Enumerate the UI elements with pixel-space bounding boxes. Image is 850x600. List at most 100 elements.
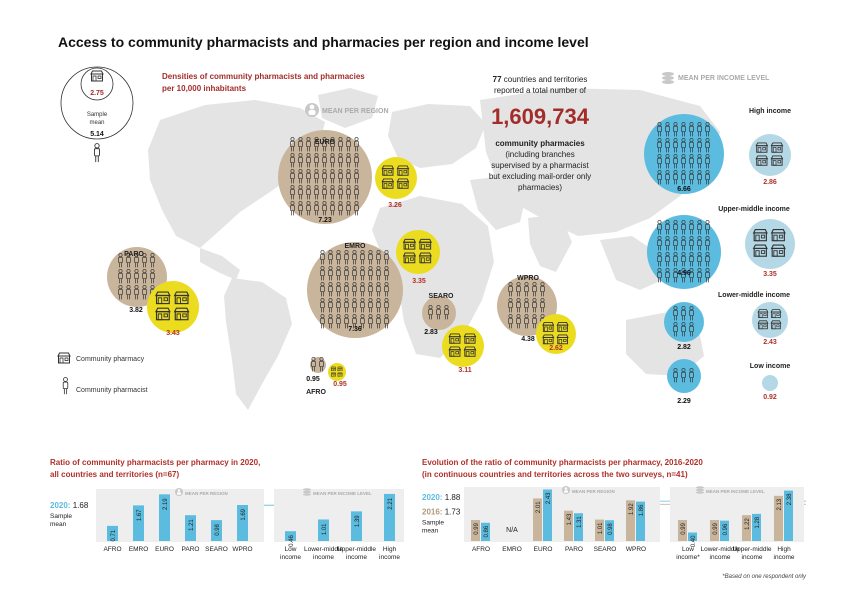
chart1-region-header-icon — [175, 488, 183, 496]
legend: Community pharmacy Community pharmacist — [57, 352, 148, 395]
chart2-value-label: 1.28 — [755, 516, 761, 528]
chart2-value-label: 1.22 — [745, 517, 751, 529]
chart2-value-label: 0.98 — [608, 523, 614, 535]
chart2-category-label: High — [777, 546, 791, 553]
chart1-category-label: EURO — [155, 546, 174, 553]
chart2-sample-label-2: mean — [422, 527, 439, 534]
region-searo-pharmacy-bubble — [442, 325, 484, 367]
region-searo-pharmacist-value: 2.83 — [424, 329, 438, 336]
income-lower-middle-income-label: Lower-middle income — [718, 292, 790, 299]
region-euro-pharmacy-value: 3.26 — [388, 202, 402, 209]
chart1-bar — [237, 504, 248, 541]
chart2-value-label: 1.86 — [639, 504, 645, 516]
chart2-sample-2016: 2016: 1.73 — [422, 507, 461, 516]
sample-pharmacy-value: 2.75 — [90, 90, 104, 97]
chart1-category-label: High — [383, 546, 397, 553]
chart2-value-label: 2.01 — [536, 501, 542, 513]
chart1-category-label: EMRO — [129, 546, 149, 553]
income-low-income-pharmacy-value: 0.92 — [763, 394, 777, 401]
chart1-bar — [351, 511, 362, 541]
densities-title-line1: Densities of community pharmacists and p… — [162, 72, 365, 81]
chart2-value-label: 0.99 — [474, 522, 480, 534]
region-emro-pharmacist-bubble — [307, 242, 403, 338]
chart2-value-label: 1.43 — [567, 513, 573, 525]
income-high-income: High income 6.66 2.86 — [644, 108, 791, 194]
sample-mean-key: 2.75 Sample mean 5.14 — [60, 66, 134, 163]
chart2-value-label: 0.40 — [691, 535, 697, 547]
chart2-category-label: income* — [676, 554, 700, 561]
income-low-income-pharmacist-bubble — [667, 359, 701, 393]
income-low-income-pharmacy-bubble — [762, 375, 778, 391]
chart-ratio-2020: Ratio of community pharmacists per pharm… — [50, 458, 404, 561]
region-euro-pharmacy-bubble — [375, 157, 417, 199]
chart1-bar — [211, 520, 222, 541]
chart2-category-label: Lower-middle — [700, 546, 739, 553]
chart2-bar-2016 — [626, 500, 635, 541]
chart2-bar-2020 — [636, 501, 645, 541]
chart1-category-label: SEARO — [205, 546, 228, 553]
chart1-sample-label-1: Sample — [50, 513, 72, 520]
densities-title-line2: per 10,000 inhabitants — [162, 84, 247, 93]
region-bubbles: EURO 7.23 3.26 EMRO 7.36 3.35 PARO 3.82 3.43 SEAR… — [107, 130, 576, 396]
chart1-bar — [107, 525, 118, 541]
region-paro: PARO 3.82 3.43 — [107, 247, 199, 337]
chart1-value-label: 1.01 — [322, 523, 328, 535]
sample-pharmacist-icon — [93, 143, 101, 163]
chart1-subtitle: all countries and territories (n=67) — [50, 470, 179, 479]
chart2-value-label: 0.86 — [484, 525, 490, 537]
chart2-bar-2020 — [688, 532, 697, 541]
chart2-bar-2016 — [710, 520, 719, 541]
chart2-bar-2016 — [678, 520, 687, 541]
legend-pharmacist-label: Community pharmacist — [76, 387, 148, 394]
chart2-value-label: 1.92 — [629, 503, 635, 515]
region-paro-label: PARO — [124, 251, 144, 258]
region-euro: EURO 7.23 3.26 — [278, 130, 417, 224]
income-low-income-pharmacist-value: 2.29 — [677, 398, 691, 405]
chart1-category-label: PARO — [182, 546, 200, 553]
region-wpro-label: WPRO — [517, 275, 539, 282]
income-lower-middle-income-pharmacist-value: 2.82 — [677, 344, 691, 351]
chart2-category-label: PARO — [565, 546, 583, 553]
svg-text:77 countries and territories: 77 countries and territories — [493, 75, 588, 84]
chart1-category-label: income — [379, 554, 400, 561]
chart2-value-label: 1.01 — [598, 522, 604, 534]
legend-pharmacy-label: Community pharmacy — [76, 356, 145, 363]
region-emro: EMRO 7.36 3.35 — [307, 230, 440, 338]
chart1-value-label: 2.19 — [163, 498, 169, 510]
income-lower-middle-income: Lower-middle income 2.82 2.43 — [664, 292, 790, 351]
region-paro-pharmacy-bubble — [147, 281, 199, 333]
chart2-category-label: EMRO — [502, 546, 522, 553]
chart1-title: Ratio of community pharmacists per pharm… — [50, 458, 260, 467]
region-searo: SEARO 2.83 3.11 — [422, 293, 484, 374]
income-high-income-label: High income — [749, 108, 791, 115]
chart2-bar-2016 — [471, 520, 480, 541]
region-searo-pharmacist-bubble — [422, 296, 456, 330]
region-wpro-pharmacy-value: 2.62 — [549, 345, 563, 352]
chart2-bar-2016 — [774, 495, 783, 541]
income-upper-middle-income-label: Upper-middle income — [718, 206, 790, 213]
legend-pharmacy-icon — [57, 352, 71, 364]
chart2-subtitle: (in continuous countries and territories… — [422, 470, 688, 479]
region-wpro: WPRO 4.38 2.62 — [497, 275, 576, 354]
chart2-category-label: income — [710, 554, 731, 561]
totals-line6: but excluding mail-order only — [489, 172, 591, 181]
chart2-bar-2020 — [752, 513, 761, 541]
mean-per-region-label: MEAN PER REGION — [322, 108, 389, 115]
totals-line3: community pharmacies — [495, 139, 585, 148]
region-emro-pharmacist-value: 7.36 — [348, 326, 362, 333]
chart1-sample-year: 2020: 1.68 — [50, 501, 89, 510]
chart1-value-label: 1.21 — [189, 519, 195, 531]
income-upper-middle-income-pharmacist-bubble — [647, 215, 721, 289]
chart2-sample-label-1: Sample — [422, 519, 444, 526]
chart1-category-label: Lower-middle — [304, 546, 343, 553]
income-high-income-pharmacist-value: 6.66 — [677, 186, 691, 193]
region-emro-pharmacy-bubble — [396, 230, 440, 274]
income-low-income-label: Low income — [750, 363, 791, 370]
income-upper-middle-income-pharmacy-value: 3.35 — [763, 271, 777, 278]
income-upper-middle-income: Upper-middle income 4.96 3.35 — [647, 206, 795, 289]
chart2-category-label: SEARO — [594, 546, 617, 553]
chart1-bar — [285, 531, 296, 541]
mean-per-region-header: MEAN PER REGION — [305, 103, 389, 117]
chart1-sample-label-2: mean — [50, 521, 67, 528]
